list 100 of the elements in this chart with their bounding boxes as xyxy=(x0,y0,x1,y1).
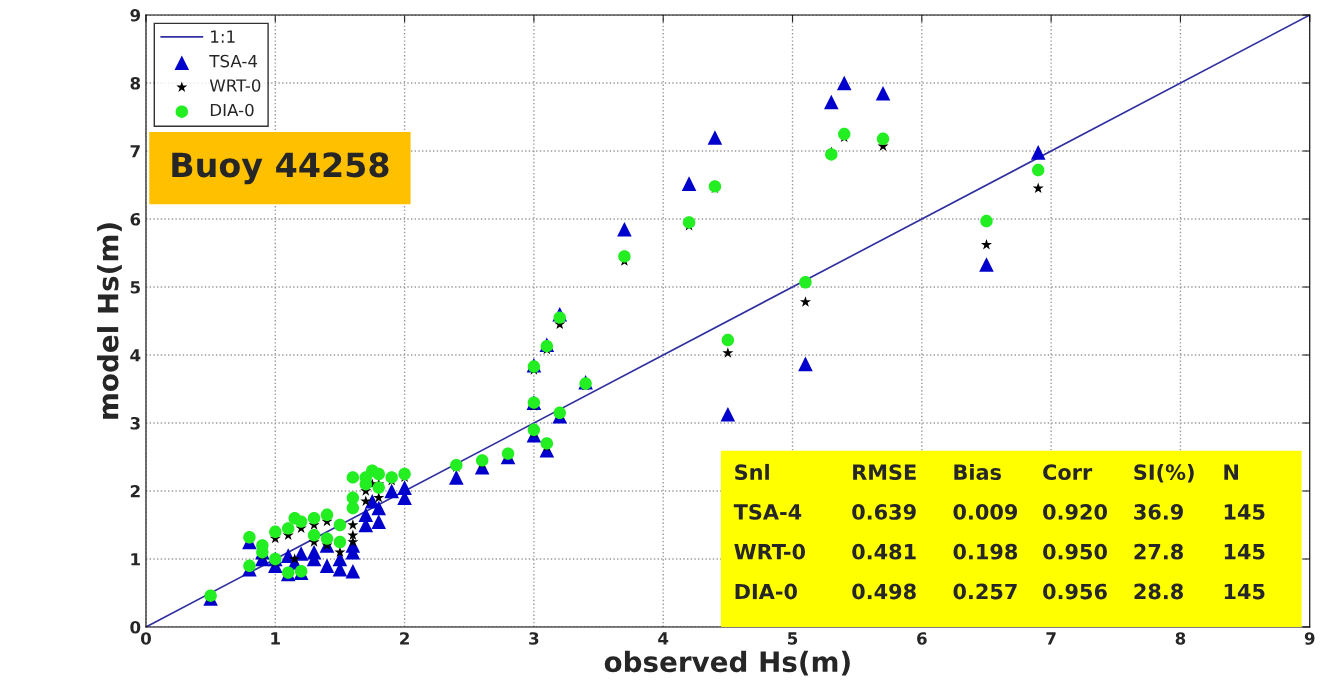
point xyxy=(371,514,387,529)
x-tick-label: 5 xyxy=(788,632,798,645)
point xyxy=(347,519,359,530)
y-tick-label: 9 xyxy=(130,9,141,22)
point xyxy=(288,511,301,525)
point xyxy=(553,311,566,324)
annotation: 0.956 xyxy=(1043,583,1107,600)
y-tick-label: 2 xyxy=(130,484,140,498)
point xyxy=(320,532,334,545)
point xyxy=(707,130,723,145)
x-tick-label: 9 xyxy=(1304,632,1315,645)
point xyxy=(838,127,851,141)
y-tick-label: 8 xyxy=(130,76,141,90)
x-tick-label: 3 xyxy=(529,632,539,645)
point xyxy=(681,176,697,191)
y-tick-label: 3 xyxy=(130,416,140,430)
annotation: 0.498 xyxy=(852,583,916,600)
point xyxy=(875,85,891,101)
x-tick-label: 1 xyxy=(271,632,280,645)
point xyxy=(360,495,372,506)
point xyxy=(720,406,736,422)
point xyxy=(243,559,256,573)
point xyxy=(980,239,992,250)
y-tick-label: 7 xyxy=(130,145,140,158)
point xyxy=(289,553,301,564)
point xyxy=(269,525,282,539)
point xyxy=(307,511,321,525)
point xyxy=(1031,163,1045,177)
x-axis-title: observed Hs(m) xyxy=(604,650,850,676)
point xyxy=(333,535,347,549)
point xyxy=(617,221,632,237)
annotation: TSA-4 xyxy=(733,504,802,520)
annotation: 28.8 xyxy=(1134,583,1183,600)
annotation: Buoy 44258 xyxy=(172,152,389,185)
x-tick-label: 0 xyxy=(140,632,151,645)
annotation: 0.639 xyxy=(852,504,916,520)
point xyxy=(384,483,399,499)
annotation: Snl xyxy=(735,463,769,481)
annotation: N xyxy=(1224,464,1238,480)
point xyxy=(347,536,359,547)
point xyxy=(307,528,321,542)
annotation: 0.481 xyxy=(852,543,916,560)
point xyxy=(979,257,994,272)
annotation: 0.009 xyxy=(953,504,1018,520)
point xyxy=(243,531,256,544)
point xyxy=(346,491,360,505)
point xyxy=(319,558,335,574)
point xyxy=(980,214,993,228)
y-axis-title: model Hs(m) xyxy=(97,223,122,419)
legend-label: 1:1 xyxy=(211,30,235,43)
annotation: 145 xyxy=(1224,583,1265,600)
y-tick-label: 6 xyxy=(130,212,141,226)
point xyxy=(798,356,813,372)
annotation: Bias xyxy=(954,463,1001,481)
annotation: Corr xyxy=(1043,464,1093,481)
x-tick-label: 2 xyxy=(400,632,409,645)
point xyxy=(1030,145,1046,160)
point xyxy=(799,296,811,307)
x-tick-label: 8 xyxy=(1175,632,1186,645)
annotation: 27.8 xyxy=(1134,543,1183,560)
annotation: 0.257 xyxy=(953,583,1017,600)
y-tick-label: 5 xyxy=(130,281,140,294)
x-tick-label: 4 xyxy=(658,632,669,645)
point xyxy=(799,276,812,289)
annotation: 0.920 xyxy=(1043,504,1107,520)
point xyxy=(371,500,387,516)
legend-label: TSA-4 xyxy=(209,54,258,68)
point xyxy=(347,529,359,540)
annotation: 0.950 xyxy=(1043,543,1107,560)
annotation: SI(%) xyxy=(1134,463,1194,483)
annotation: 0.198 xyxy=(953,543,1018,560)
annotation: 36.9 xyxy=(1134,504,1183,520)
legend-label: DIA-0 xyxy=(210,103,254,117)
point xyxy=(282,522,295,535)
annotation: WRT-0 xyxy=(734,543,806,560)
point xyxy=(397,480,412,495)
point xyxy=(346,471,360,484)
point xyxy=(320,508,334,522)
point xyxy=(358,507,374,523)
point xyxy=(527,423,541,437)
point xyxy=(449,470,464,485)
x-tick-label: 7 xyxy=(1046,632,1056,645)
point xyxy=(876,132,890,145)
point xyxy=(836,75,852,91)
y-tick-label: 4 xyxy=(130,349,141,362)
y-tick-label: 0 xyxy=(130,620,141,634)
annotation: 145 xyxy=(1224,504,1265,520)
point xyxy=(345,563,361,579)
x-tick-label: 6 xyxy=(917,632,927,645)
point xyxy=(372,467,385,481)
legend-label: WRT-0 xyxy=(209,79,261,92)
point xyxy=(372,481,385,494)
point xyxy=(398,467,411,481)
point xyxy=(333,518,347,532)
point xyxy=(722,347,734,358)
annotation: DIA-0 xyxy=(735,583,797,600)
point xyxy=(824,94,839,110)
point xyxy=(721,333,735,347)
point xyxy=(682,216,696,229)
y-tick-label: 1 xyxy=(131,553,140,566)
